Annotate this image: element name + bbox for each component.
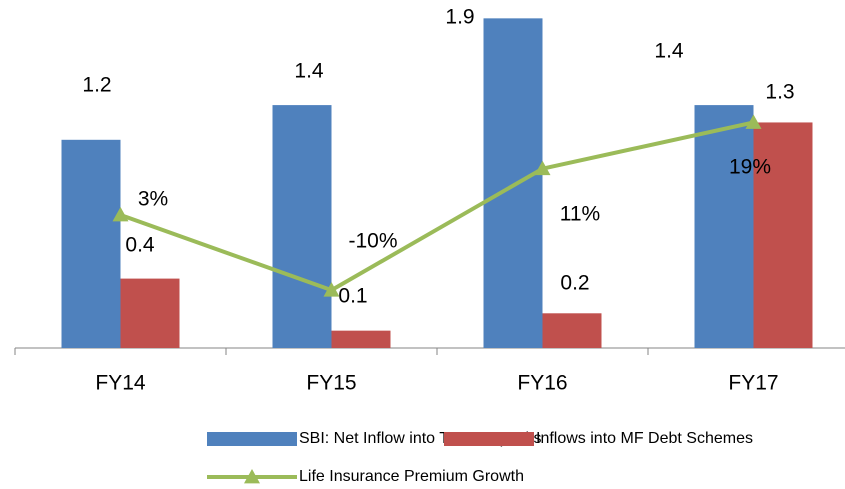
line-marker (745, 114, 762, 129)
legend-label: Life Insurance Premium Growth (299, 468, 524, 485)
line-marker (534, 160, 551, 176)
bar (542, 313, 602, 348)
bar (483, 18, 543, 348)
data-label: -10% (348, 230, 397, 253)
line-marker (323, 282, 340, 297)
data-label: 0.1 (338, 285, 367, 308)
data-label: 1.4 (294, 60, 324, 83)
data-label: 1.4 (654, 40, 684, 63)
data-label: 1.2 (82, 74, 111, 97)
data-label: 11% (560, 203, 600, 226)
line-marker (112, 206, 129, 222)
bar (331, 330, 391, 348)
data-label: 0.4 (125, 234, 155, 257)
bar (61, 139, 121, 348)
legend-swatch (444, 432, 534, 446)
bar (272, 105, 332, 348)
bar (120, 278, 180, 348)
x-tick-label: FY17 (728, 372, 778, 395)
data-label: 0.2 (560, 272, 589, 295)
legend-label: Inflows into MF Debt Schemes (536, 430, 753, 447)
x-tick-label: FY14 (95, 372, 146, 395)
legend-marker (244, 469, 260, 484)
x-tick-label: FY16 (517, 372, 567, 395)
data-label: 3% (138, 188, 168, 211)
data-label: 1.9 (445, 6, 474, 29)
bar (694, 105, 754, 348)
bar (753, 122, 813, 348)
data-label: 19% (729, 156, 771, 179)
line (119, 120, 754, 293)
data-label: 1.3 (765, 81, 794, 104)
legend-swatch (207, 432, 297, 446)
x-tick-label: FY15 (306, 372, 356, 395)
